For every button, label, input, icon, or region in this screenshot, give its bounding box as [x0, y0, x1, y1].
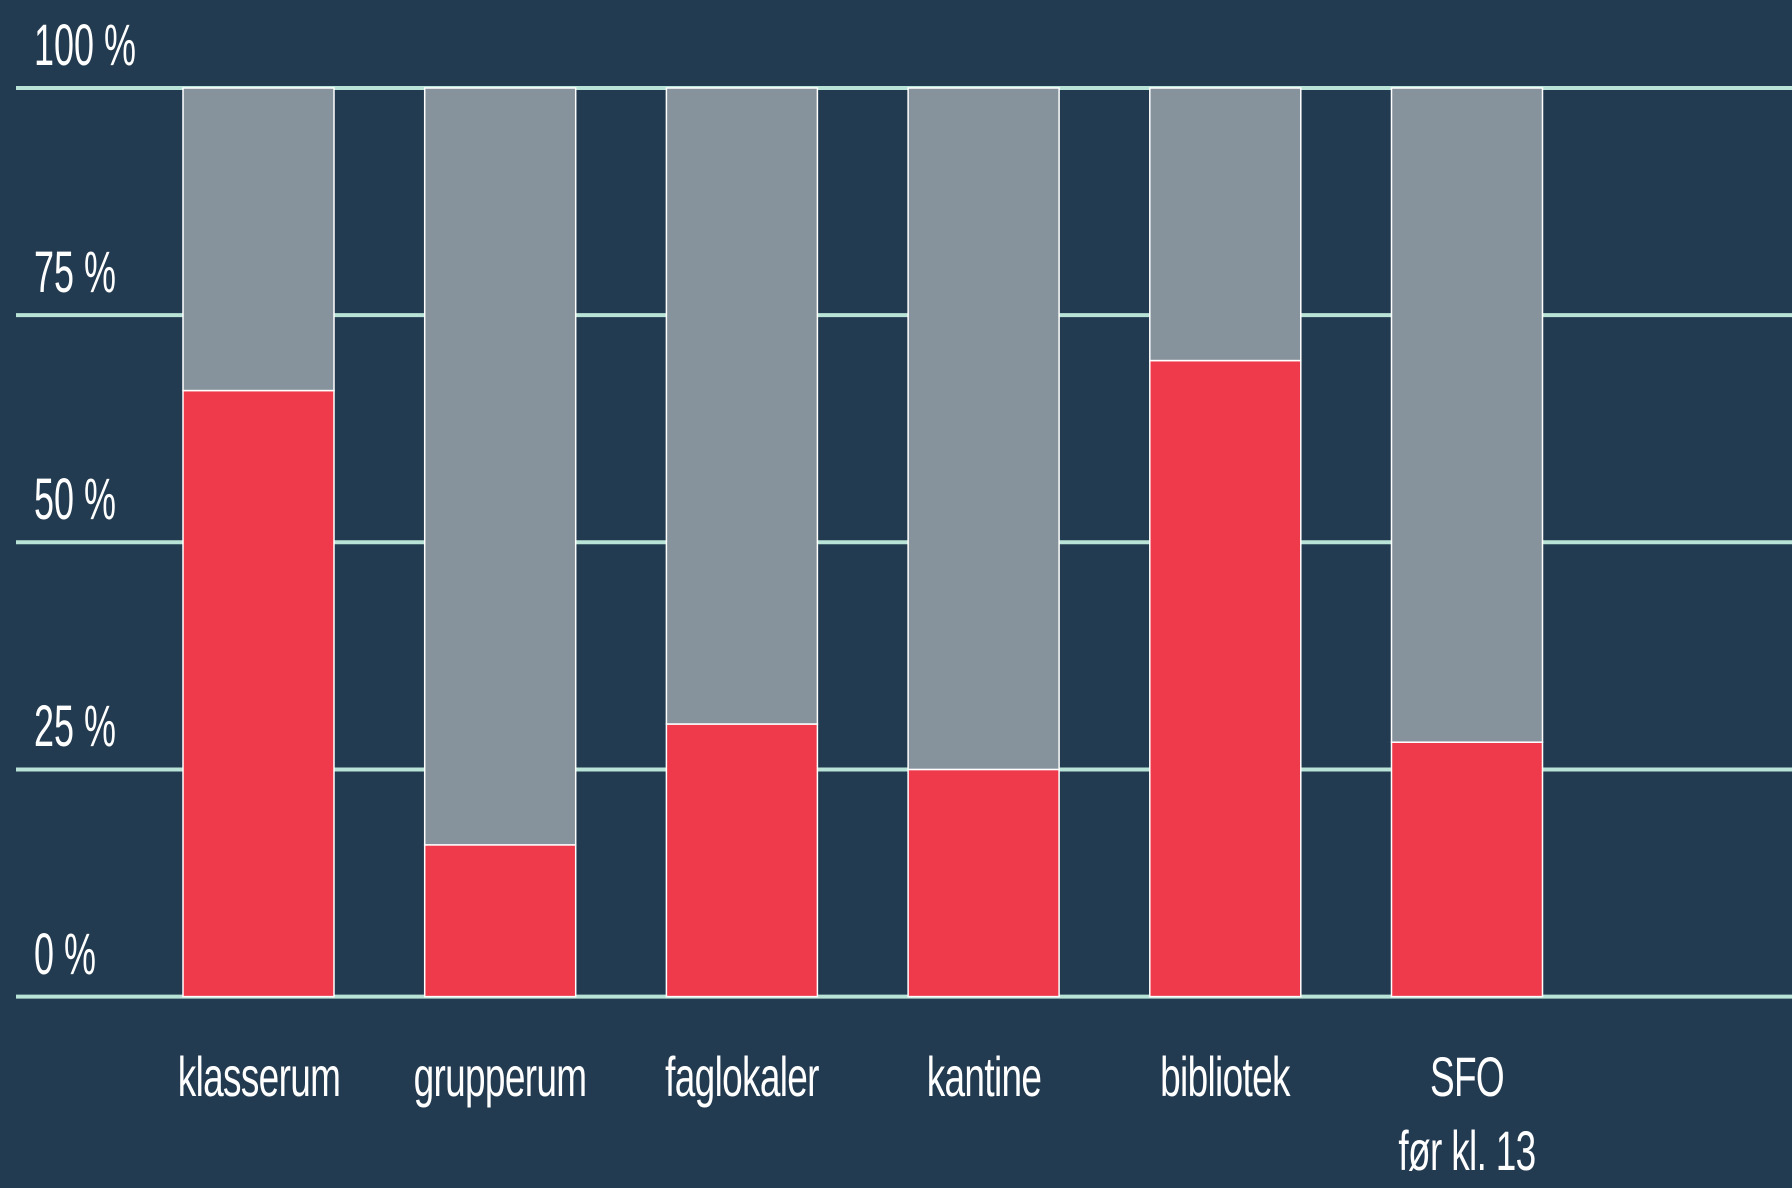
bar-segment — [182, 87, 335, 392]
x-tick-label: kantine — [926, 1045, 1041, 1108]
y-tick-label: 25 % — [34, 694, 116, 760]
y-tick-label: 50 % — [34, 467, 116, 533]
bar-segment — [907, 87, 1060, 771]
x-tick-label: klasserum — [177, 1045, 340, 1108]
bar-segment — [1149, 359, 1302, 998]
bar-segment — [423, 87, 577, 846]
x-tick-label: SFO før kl. 13 — [1398, 1045, 1536, 1182]
bar-segment — [665, 723, 819, 998]
bar-segment — [907, 768, 1060, 998]
bar-segment — [665, 87, 819, 725]
bar-segment — [1149, 87, 1302, 362]
y-tick-label: 0 % — [34, 921, 96, 987]
bar-segment — [1390, 741, 1544, 998]
bar-segment — [182, 389, 335, 998]
y-tick-label: 75 % — [34, 240, 116, 306]
x-tick-label: grupperum — [413, 1045, 587, 1108]
bar-segment — [423, 844, 577, 998]
x-tick-label: bibliotek — [1160, 1045, 1291, 1108]
x-tick-label: faglokaler — [665, 1045, 819, 1108]
y-tick-label: 100 % — [34, 13, 136, 78]
bar-segment — [1390, 87, 1544, 743]
